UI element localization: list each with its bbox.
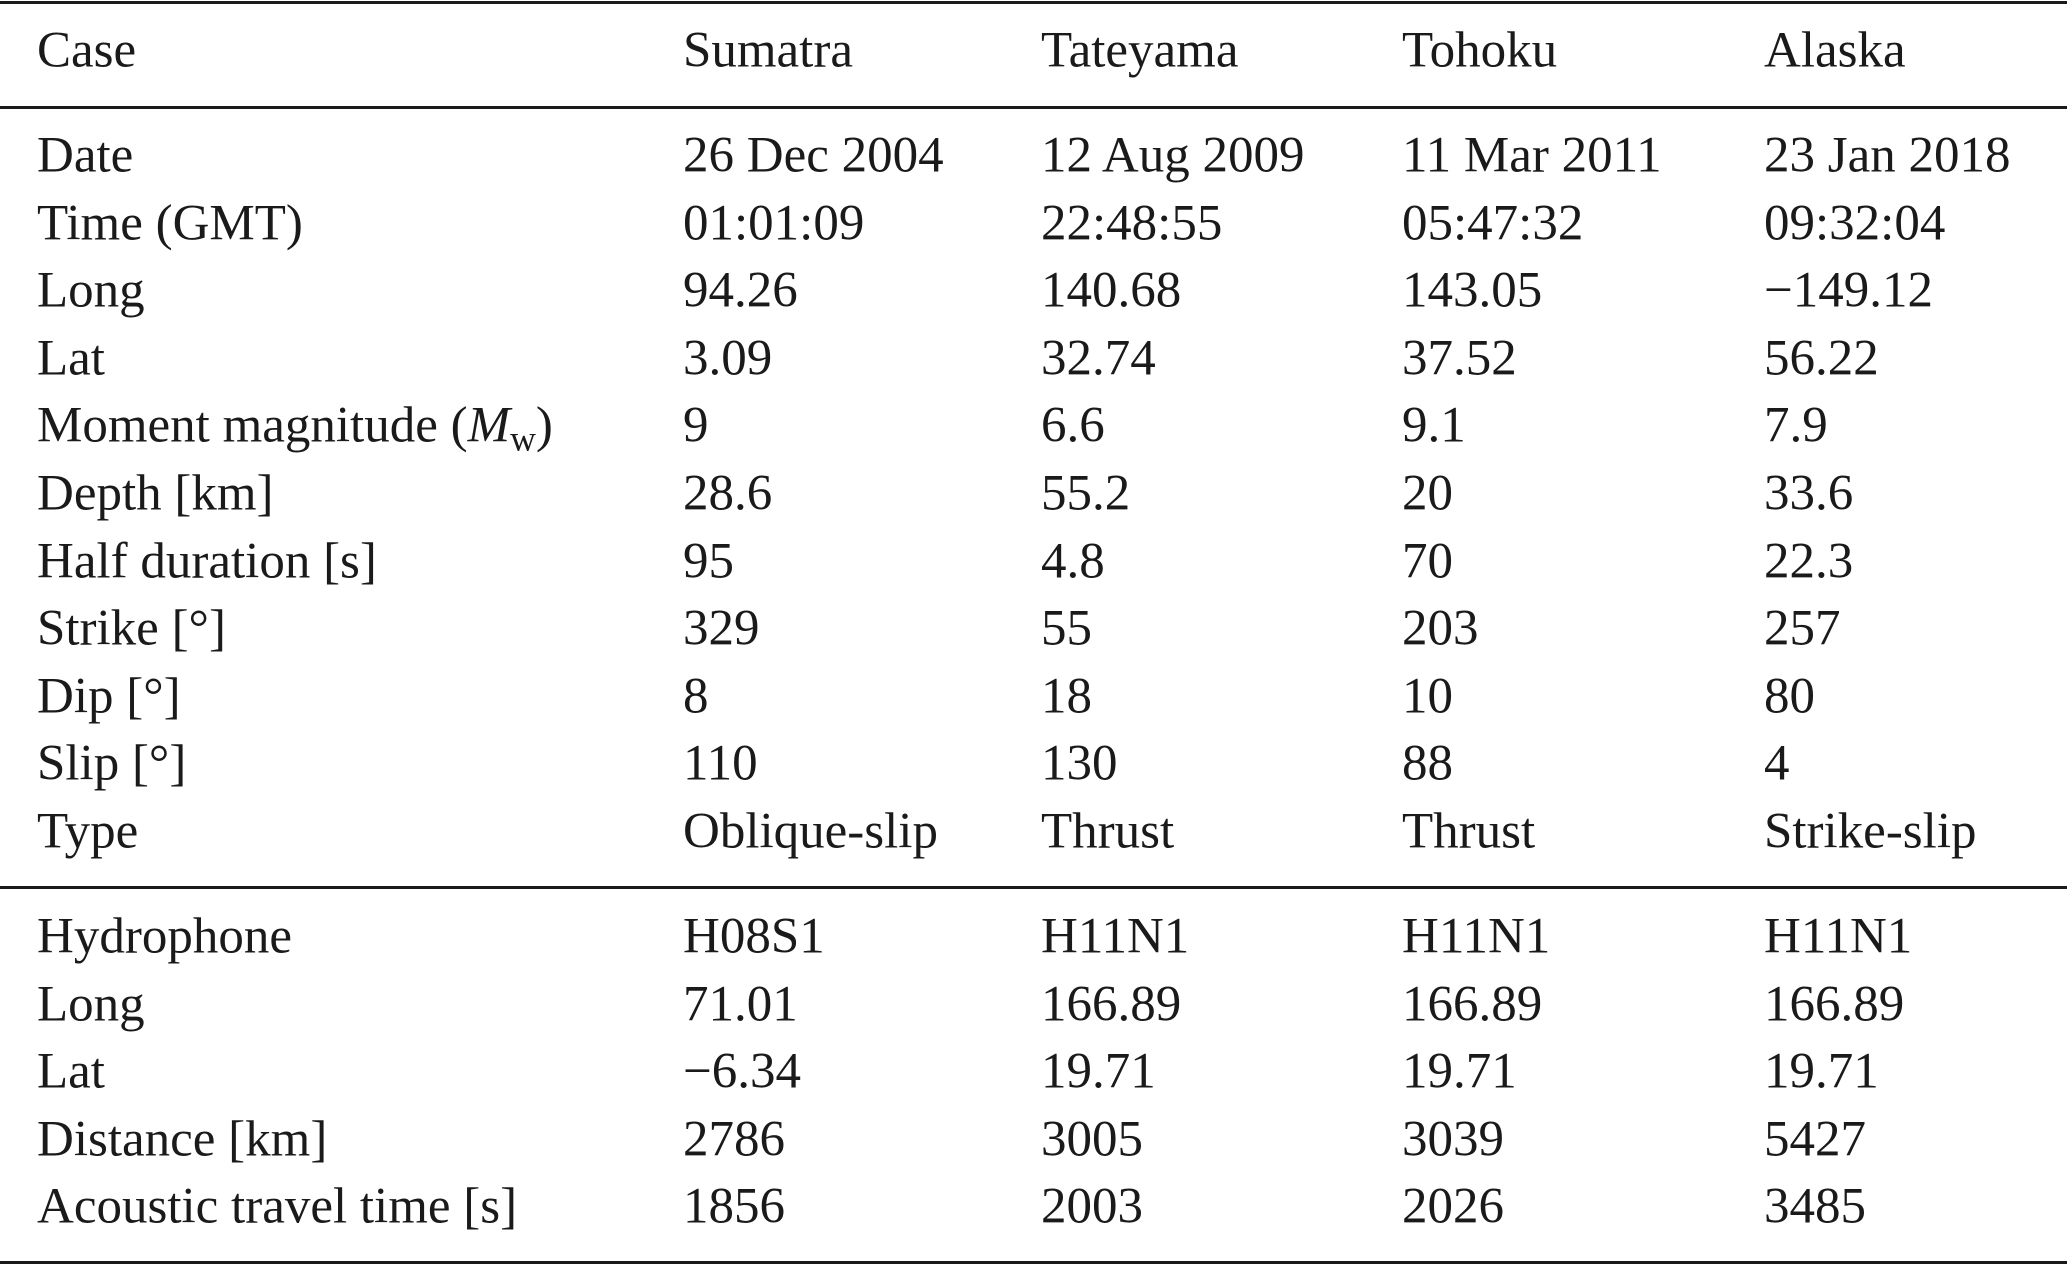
label-part: ): [535, 397, 553, 454]
row-label: Moment magnitude (Mw): [37, 397, 553, 456]
value-cell: 10: [1402, 668, 1453, 725]
value-cell: 05:47:32: [1402, 195, 1584, 252]
row-label: Date: [37, 127, 134, 184]
bottom-rule: [0, 1261, 2067, 1264]
value-cell: 3485: [1764, 1178, 1866, 1235]
value-cell: 166.89: [1041, 976, 1182, 1033]
row-label: Long: [37, 262, 145, 319]
value-cell: 55: [1041, 600, 1092, 657]
value-cell: 203: [1402, 600, 1479, 657]
section-rule: [0, 886, 2067, 889]
value-cell: 70: [1402, 533, 1453, 590]
value-cell: 37.52: [1402, 330, 1517, 387]
row-label: Depth [km]: [37, 465, 274, 522]
value-cell: 3.09: [683, 330, 773, 387]
value-cell: 94.26: [683, 262, 798, 319]
row-label: Lat: [37, 330, 105, 387]
value-cell: 22.3: [1764, 533, 1854, 590]
value-cell: 1856: [683, 1178, 785, 1235]
value-cell: 3039: [1402, 1111, 1504, 1168]
value-cell: 18: [1041, 668, 1092, 725]
value-cell: −149.12: [1764, 262, 1934, 319]
value-cell: H11N1: [1764, 908, 1913, 965]
row-label: Hydrophone: [37, 908, 292, 965]
value-cell: 5427: [1764, 1111, 1866, 1168]
value-cell: 3005: [1041, 1111, 1143, 1168]
value-cell: Thrust: [1402, 803, 1536, 860]
value-cell: 80: [1764, 668, 1815, 725]
value-cell: H11N1: [1041, 908, 1190, 965]
value-cell: 329: [683, 600, 760, 657]
value-cell: 19.71: [1402, 1043, 1517, 1100]
value-cell: 28.6: [683, 465, 773, 522]
value-cell: 166.89: [1402, 976, 1543, 1033]
value-cell: 2003: [1041, 1178, 1143, 1235]
value-cell: 26 Dec 2004: [683, 127, 944, 184]
header-cell: Alaska: [1764, 22, 1906, 79]
value-cell: 71.01: [683, 976, 798, 1033]
value-cell: 09:32:04: [1764, 195, 1946, 252]
value-cell: Strike-slip: [1764, 803, 1977, 860]
value-cell: 33.6: [1764, 465, 1854, 522]
value-cell: 6.6: [1041, 397, 1105, 454]
value-cell: 4: [1764, 735, 1790, 792]
value-cell: H11N1: [1402, 908, 1551, 965]
value-cell: 9: [683, 397, 709, 454]
row-label: Strike [°]: [37, 600, 226, 657]
header-rule: [0, 106, 2067, 109]
row-label: Acoustic travel time [s]: [37, 1178, 518, 1235]
value-cell: 143.05: [1402, 262, 1543, 319]
header-cell: Case: [37, 22, 137, 79]
value-cell: 110: [683, 735, 758, 792]
value-cell: 01:01:09: [683, 195, 865, 252]
value-cell: 95: [683, 533, 734, 590]
label-part: Moment magnitude (: [37, 397, 468, 454]
value-cell: Thrust: [1041, 803, 1175, 860]
value-cell: 22:48:55: [1041, 195, 1223, 252]
value-cell: 9.1: [1402, 397, 1466, 454]
header-cell: Sumatra: [683, 22, 853, 79]
value-cell: 32.74: [1041, 330, 1156, 387]
row-label: Distance [km]: [37, 1111, 328, 1168]
value-cell: 19.71: [1764, 1043, 1879, 1100]
value-cell: 11 Mar 2011: [1402, 127, 1662, 184]
top-rule: [0, 1, 2067, 4]
row-label: Half duration [s]: [37, 533, 377, 590]
label-part: w: [510, 418, 536, 459]
value-cell: 20: [1402, 465, 1453, 522]
value-cell: 257: [1764, 600, 1841, 657]
header-cell: Tateyama: [1041, 22, 1239, 79]
value-cell: 12 Aug 2009: [1041, 127, 1305, 184]
row-label: Dip [°]: [37, 668, 181, 725]
value-cell: Oblique-slip: [683, 803, 938, 860]
value-cell: −6.34: [683, 1043, 802, 1100]
value-cell: 7.9: [1764, 397, 1828, 454]
row-label: Long: [37, 976, 145, 1033]
header-cell: Tohoku: [1402, 22, 1558, 79]
row-label: Slip [°]: [37, 735, 187, 792]
row-label: Type: [37, 803, 139, 860]
value-cell: 23 Jan 2018: [1764, 127, 2011, 184]
value-cell: 140.68: [1041, 262, 1182, 319]
value-cell: 4.8: [1041, 533, 1105, 590]
value-cell: 55.2: [1041, 465, 1131, 522]
row-label: Time (GMT): [37, 195, 303, 252]
label-part: M: [467, 397, 511, 454]
row-label: Lat: [37, 1043, 105, 1100]
value-cell: 19.71: [1041, 1043, 1156, 1100]
value-cell: 88: [1402, 735, 1453, 792]
value-cell: 56.22: [1764, 330, 1879, 387]
value-cell: 166.89: [1764, 976, 1905, 1033]
value-cell: 2786: [683, 1111, 785, 1168]
value-cell: 2026: [1402, 1178, 1504, 1235]
value-cell: 8: [683, 668, 709, 725]
value-cell: H08S1: [683, 908, 825, 965]
value-cell: 130: [1041, 735, 1118, 792]
